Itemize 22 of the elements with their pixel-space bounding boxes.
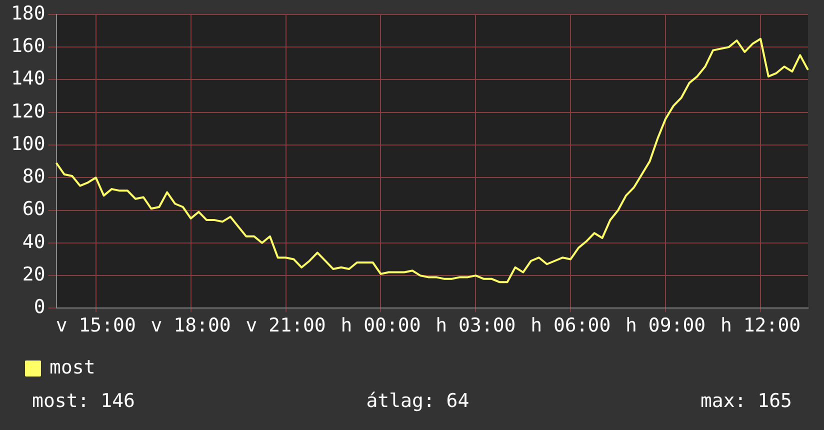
y-tick-label: 60	[22, 198, 46, 220]
y-tick-label: 160	[10, 34, 46, 57]
x-tick-label: h 00:00	[340, 314, 421, 337]
text: átlag: 64	[366, 390, 470, 412]
y-tick-label: 40	[22, 230, 46, 253]
y-tick-label: 80	[22, 166, 46, 188]
text: max: 165	[700, 390, 792, 412]
x-tick-label: v 15:00	[56, 314, 136, 337]
y-tick-label: 100	[10, 132, 46, 155]
legend-label: most	[50, 356, 96, 378]
y-tick-label: 20	[22, 263, 46, 286]
x-tick-label: h 09:00	[626, 314, 706, 337]
x-tick-label: v 18:00	[150, 314, 231, 337]
x-tick-label: h 12:00	[720, 314, 801, 337]
x-tick-label: h 03:00	[436, 314, 516, 337]
y-tick-label: 120	[10, 100, 46, 122]
y-tick-label: 140	[10, 68, 46, 90]
x-tick-label: v 21:00	[246, 314, 326, 337]
y-tick-label: 180	[10, 2, 46, 24]
x-tick-label: h 06:00	[530, 314, 611, 337]
text: most: 146	[32, 390, 135, 412]
y-tick-label: 0	[34, 296, 46, 318]
